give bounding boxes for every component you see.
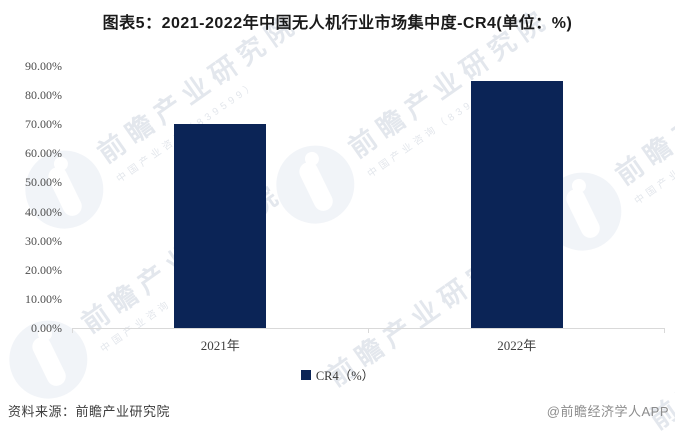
bar-2021年 (174, 124, 266, 328)
legend: CR4（%） (0, 365, 675, 384)
source-note: 资料来源：前瞻产业研究院 (8, 404, 171, 419)
y-tick-label: 0.00% (31, 321, 62, 335)
legend-label: CR4（%） (315, 369, 375, 383)
y-tick-label: 20.00% (25, 262, 62, 277)
y-tick-label: 30.00% (25, 233, 62, 248)
chart-title: 图表5：2021-2022年中国无人机行业市场集中度-CR4(单位：%) (102, 15, 573, 32)
footer: 资料来源：前瞻产业研究院 @前瞻经济学人APP (8, 401, 669, 420)
brand-note: @前瞻经济学人APP (546, 404, 669, 419)
x-axis-labels: 2021年 2022年 (72, 335, 665, 354)
plot-area (72, 66, 665, 328)
y-tick-label: 40.00% (25, 204, 62, 219)
y-tick-label: 80.00% (25, 88, 62, 103)
y-tick-label: 60.00% (25, 146, 62, 161)
y-tick-label: 50.00% (25, 175, 62, 190)
x-axis-line (72, 328, 665, 333)
y-tick-label: 10.00% (25, 291, 62, 306)
y-axis: 90.00% 80.00% 70.00% 60.00% 50.00% 40.00% 30.0… (0, 59, 62, 335)
axis-tick (664, 329, 665, 333)
axis-tick (72, 329, 73, 333)
bar-2022年 (471, 81, 563, 328)
x-category-label: 2021年 (200, 338, 240, 353)
x-category-label: 2022年 (497, 338, 537, 353)
y-tick-label: 90.00% (25, 59, 62, 73)
y-tick-label: 70.00% (25, 117, 62, 132)
legend-swatch-cr4 (300, 369, 311, 380)
axis-tick (368, 329, 369, 333)
